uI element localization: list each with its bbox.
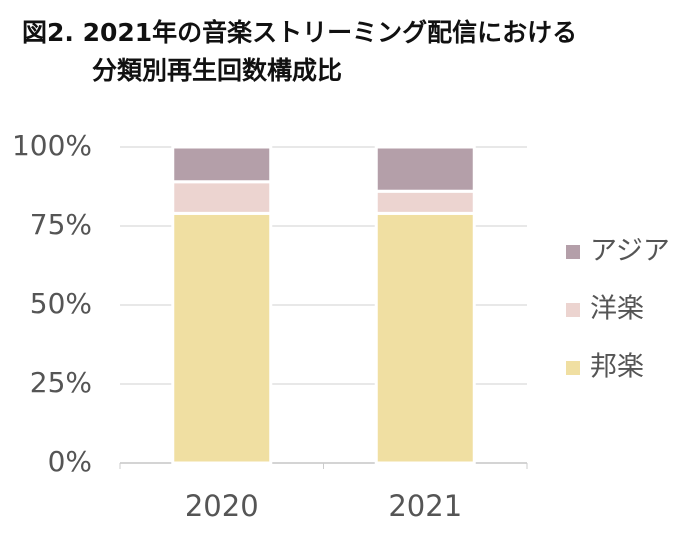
bar-segment [374, 211, 476, 465]
bar-segment [171, 211, 273, 465]
bar-segment [171, 145, 273, 184]
x-tick-label: 2020 [185, 489, 259, 523]
y-tick-label: 100% [12, 129, 92, 162]
x-tick-label: 2021 [388, 489, 462, 523]
chart-title: 図2. 2021年の音楽ストリーミング配信における [22, 18, 577, 47]
chart-title: 分類別再生回数構成比 [92, 56, 342, 85]
legend-swatch [566, 361, 580, 375]
legend-swatch [566, 303, 580, 317]
legend-label: アジア [590, 236, 670, 267]
legend-label: 邦楽 [590, 352, 644, 383]
y-tick-label: 0% [48, 445, 92, 478]
y-tick-label: 25% [30, 366, 92, 399]
y-tick-label: 75% [30, 208, 92, 241]
legend-swatch [566, 245, 580, 259]
legend-label: 洋楽 [590, 294, 644, 325]
bar-segment [374, 145, 476, 193]
y-tick-label: 50% [30, 287, 92, 320]
bar-segment [171, 180, 273, 215]
bar-segment [374, 189, 476, 215]
